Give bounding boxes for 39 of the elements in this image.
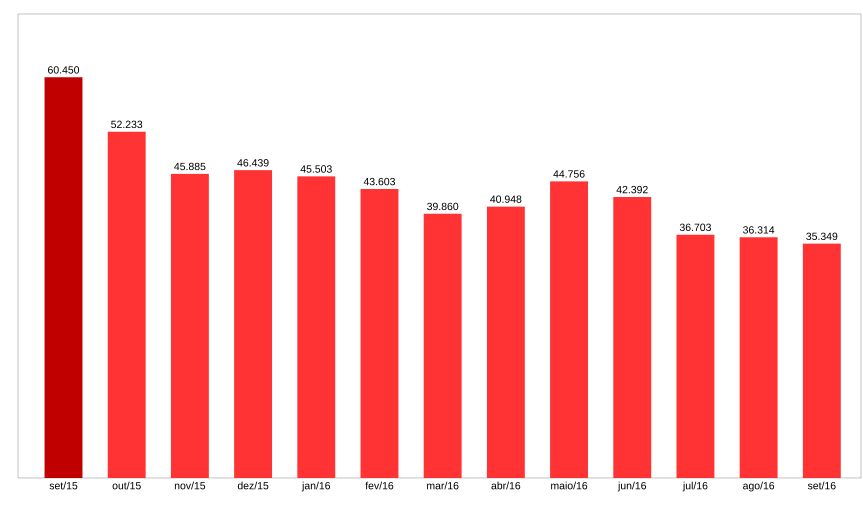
data-label: 44.756: [553, 170, 585, 178]
bar: [108, 132, 146, 478]
x-tick-label: jul/16: [682, 482, 708, 492]
data-label: 35.349: [806, 232, 838, 240]
bar: [613, 196, 652, 478]
bar: [44, 77, 82, 478]
x-tick-label: mar/16: [427, 482, 458, 490]
x-tick-label: fev/16: [365, 482, 394, 490]
data-label: 42.392: [616, 186, 648, 194]
x-tick-label: nov/15: [174, 482, 206, 490]
bar: [550, 181, 588, 478]
data-label: 40.948: [490, 195, 522, 203]
bar: [424, 214, 462, 478]
x-tick-label: abr/16: [491, 482, 520, 490]
data-label: 52.233: [111, 120, 142, 128]
x-tick-label: set/16: [808, 482, 836, 490]
bar: [170, 174, 209, 478]
bar: [676, 234, 714, 478]
bar: [297, 176, 336, 478]
data-label: 39.860: [427, 202, 458, 210]
bar: [740, 237, 778, 478]
data-label: 36.314: [743, 226, 774, 234]
x-tick-label: jun/16: [618, 482, 646, 492]
data-label: 45.503: [300, 165, 332, 173]
x-tick-label: maio/16: [551, 482, 588, 490]
data-label: 43.603: [364, 178, 396, 186]
x-tick-label: jan/16: [302, 482, 330, 492]
x-tick-label: out/15: [112, 482, 141, 490]
data-label: 46.439: [237, 159, 269, 166]
x-tick-label: dez/15: [238, 482, 268, 490]
data-label: 60.450: [48, 66, 80, 74]
data-label: 36.703: [680, 224, 711, 232]
bar: [486, 206, 525, 478]
x-tick-label: set/15: [50, 482, 78, 490]
bar: [234, 170, 272, 478]
x-tick-label: ago/16: [743, 482, 774, 492]
bar: [802, 244, 841, 478]
data-label: 45.885: [174, 162, 206, 170]
bar: [360, 188, 398, 478]
